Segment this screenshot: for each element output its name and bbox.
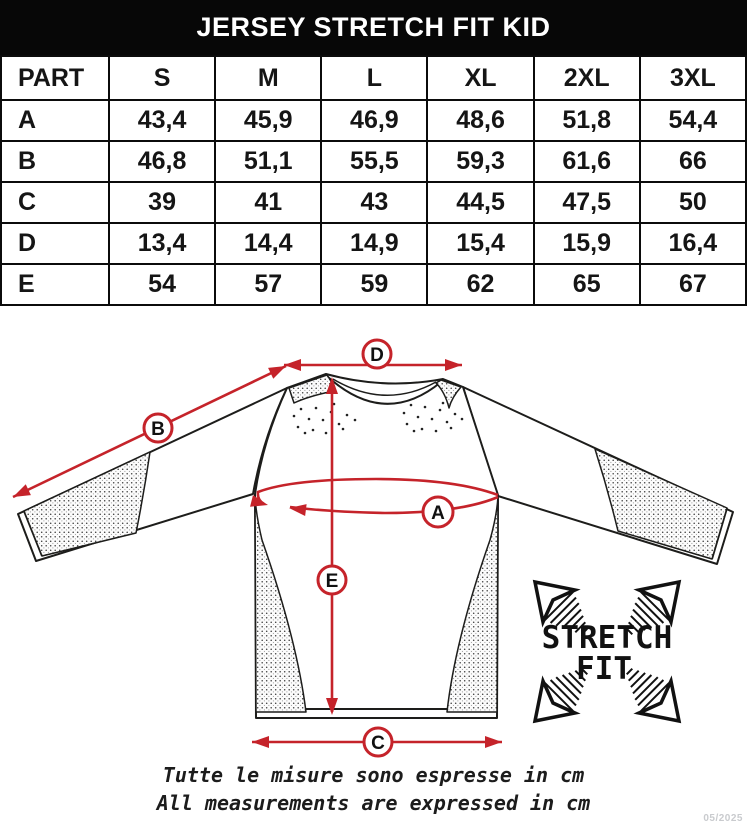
table-row: D 13,4 14,4 14,9 15,4 15,9 16,4 xyxy=(0,222,747,265)
chest-perforation-dots xyxy=(292,401,464,435)
table-cell: 50 xyxy=(638,181,747,224)
stretch-fit-text-line2: FIT xyxy=(576,651,632,687)
table-cell: 41 xyxy=(214,181,323,224)
table-cell: 55,5 xyxy=(320,140,429,183)
table-cell: 67 xyxy=(638,263,747,306)
column-header-part: PART xyxy=(0,55,110,101)
table-cell: 66 xyxy=(638,140,747,183)
column-header-m: M xyxy=(214,55,323,101)
table-cell: 44,5 xyxy=(426,181,535,224)
table-cell: 43 xyxy=(320,181,429,224)
column-header-s: S xyxy=(107,55,217,101)
measure-circle-c xyxy=(362,726,394,758)
table-cell: 14,9 xyxy=(320,222,429,265)
table-cell: 14,4 xyxy=(214,222,323,265)
table-cell: 51,1 xyxy=(214,140,323,183)
title-bar: JERSEY STRETCH FIT KID xyxy=(0,0,747,55)
measure-circle-b xyxy=(142,412,174,444)
page-title: JERSEY STRETCH FIT KID xyxy=(196,12,551,42)
table-cell: 15,4 xyxy=(426,222,535,265)
column-header-2xl: 2XL xyxy=(532,55,641,101)
table-cell: 46,8 xyxy=(107,140,217,183)
measure-label-c: C xyxy=(371,733,385,754)
table-cell: 39 xyxy=(107,181,217,224)
table-cell: 65 xyxy=(532,263,641,306)
table-header-row: PART S M L XL 2XL 3XL xyxy=(0,55,747,101)
table-cell: 59 xyxy=(320,263,429,306)
stretch-arrow-bottom-right xyxy=(624,666,681,723)
measurement-annotations xyxy=(12,338,502,758)
neckline-curve xyxy=(327,376,442,405)
jersey-measurement-diagram: B D A E C STRETCH FIT xyxy=(12,338,734,758)
table-row: A 43,4 45,9 46,9 48,6 51,8 54,4 xyxy=(0,99,747,142)
table-cell: 62 xyxy=(426,263,535,306)
column-header-3xl: 3XL xyxy=(638,55,747,101)
table-cell: 47,5 xyxy=(532,181,641,224)
measure-ellipse-a-top xyxy=(256,477,499,506)
table-cell: 57 xyxy=(214,263,323,306)
jersey-body xyxy=(254,373,499,719)
row-part-label: D xyxy=(0,222,110,265)
measure-arrowheads xyxy=(13,359,502,748)
table-row: E 54 57 59 62 65 67 xyxy=(0,263,747,306)
table-cell: 15,9 xyxy=(532,222,641,265)
measure-label-letters: B D A E C xyxy=(151,345,445,754)
table-cell: 59,3 xyxy=(426,140,535,183)
footer-note-english: All measurements are expressed in cm xyxy=(156,791,591,815)
row-part-label: B xyxy=(0,140,110,183)
measure-label-b: B xyxy=(151,419,165,440)
measure-label-d: D xyxy=(370,345,384,366)
column-header-l: L xyxy=(320,55,429,101)
right-shoulder-mesh xyxy=(435,379,462,409)
left-side-panel-mesh xyxy=(254,495,307,713)
measure-label-circles xyxy=(142,338,455,758)
table-cell: 45,9 xyxy=(214,99,323,142)
size-table: PART S M L XL 2XL 3XL A 43,4 45,9 46,9 4… xyxy=(0,55,747,306)
measure-label-e: E xyxy=(326,571,339,592)
measure-ellipse-a-bottom xyxy=(289,495,499,515)
table-cell: 46,9 xyxy=(320,99,429,142)
footer-note: Tutte le misure sono espresse in cm All … xyxy=(0,761,747,817)
measure-label-a: A xyxy=(431,503,445,524)
stretch-fit-logo: STRETCH FIT xyxy=(533,580,681,723)
table-cell: 48,6 xyxy=(426,99,535,142)
mesh-panels xyxy=(23,374,728,713)
watermark-date: 05/2025 xyxy=(703,813,743,824)
table-cell: 16,4 xyxy=(638,222,747,265)
left-sleeve-mesh xyxy=(23,451,151,557)
table-cell: 13,4 xyxy=(107,222,217,265)
table-cell: 54,4 xyxy=(638,99,747,142)
table-cell: 61,6 xyxy=(532,140,641,183)
footer-note-italian: Tutte le misure sono espresse in cm xyxy=(162,763,585,787)
measure-circle-e xyxy=(316,564,348,596)
table-row: C 39 41 43 44,5 47,5 50 xyxy=(0,181,747,224)
stretch-fit-text-line1: STRETCH xyxy=(542,620,673,656)
row-part-label: A xyxy=(0,99,110,142)
measure-circle-d xyxy=(361,338,393,370)
row-part-label: E xyxy=(0,263,110,306)
measure-circle-a xyxy=(421,495,455,529)
right-side-panel-mesh xyxy=(446,495,499,713)
collar-inner-curve xyxy=(332,378,437,397)
table-cell: 43,4 xyxy=(107,99,217,142)
row-part-label: C xyxy=(0,181,110,224)
table-row: B 46,8 51,1 55,5 59,3 61,6 66 xyxy=(0,140,747,183)
table-cell: 51,8 xyxy=(532,99,641,142)
table-cell: 54 xyxy=(107,263,217,306)
right-sleeve-mesh xyxy=(594,448,728,560)
column-header-xl: XL xyxy=(426,55,535,101)
